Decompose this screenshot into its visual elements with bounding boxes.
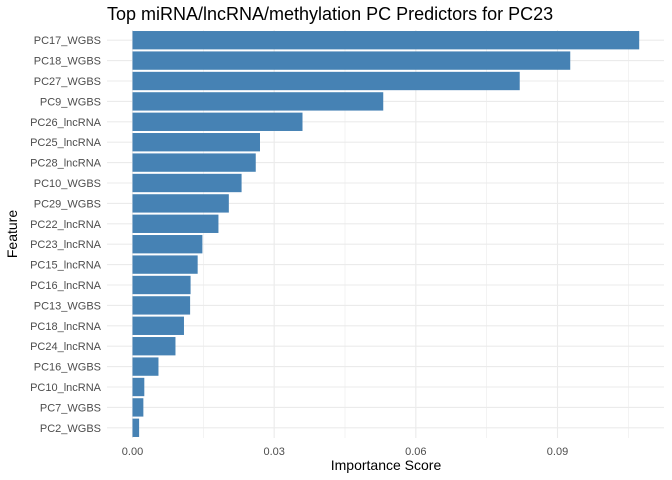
- y-tick-label: PC18_WGBS: [34, 56, 101, 68]
- y-tick-label: PC17_WGBS: [34, 35, 101, 47]
- y-tick-label: PC9_WGBS: [40, 96, 101, 108]
- y-tick-label: PC18_lncRNA: [30, 321, 102, 333]
- y-tick-label: PC15_lncRNA: [30, 260, 102, 272]
- y-tick-label: PC24_lncRNA: [30, 341, 102, 353]
- y-tick-label: PC25_lncRNA: [30, 137, 102, 149]
- bar: [132, 316, 184, 335]
- bar: [132, 51, 571, 70]
- x-tick-label: 0.00: [122, 446, 143, 458]
- bar: [132, 398, 144, 417]
- y-tick-label: PC10_lncRNA: [30, 382, 102, 394]
- y-tick-label: PC22_lncRNA: [30, 219, 102, 231]
- chart-title: Top miRNA/lncRNA/methylation PC Predicto…: [107, 4, 553, 24]
- y-tick-label: PC23_lncRNA: [30, 239, 102, 251]
- x-tick-label: 0.06: [405, 446, 426, 458]
- y-tick-label: PC16_WGBS: [34, 362, 101, 374]
- y-tick-label: PC29_WGBS: [34, 198, 101, 210]
- x-axis-title: Importance Score: [331, 457, 442, 473]
- y-axis-title: Feature: [4, 210, 20, 258]
- y-tick-label: PC27_WGBS: [34, 76, 101, 88]
- bar: [132, 337, 176, 356]
- bar: [132, 133, 260, 152]
- bar: [132, 275, 191, 295]
- y-tick-label: PC10_WGBS: [34, 178, 101, 190]
- bar: [132, 194, 229, 213]
- bar: [132, 357, 159, 376]
- bar: [132, 92, 384, 111]
- bar: [132, 235, 203, 254]
- bar: [132, 153, 256, 172]
- y-tick-label: PC26_lncRNA: [30, 117, 102, 129]
- bar: [132, 71, 520, 91]
- bar: [132, 214, 219, 233]
- bar: [132, 418, 140, 437]
- bar: [132, 296, 191, 315]
- y-tick-label: PC7_WGBS: [40, 402, 101, 414]
- bar: [132, 377, 145, 397]
- x-tick-label: 0.09: [547, 446, 568, 458]
- bar: [132, 112, 303, 131]
- bar: [132, 173, 242, 193]
- y-tick-label: PC13_WGBS: [34, 300, 101, 312]
- x-tick-label: 0.03: [263, 446, 284, 458]
- y-tick-label: PC16_lncRNA: [30, 280, 102, 292]
- y-tick-label: PC28_lncRNA: [30, 158, 102, 170]
- plot-area: PC17_WGBS PC18_WGBS PC27_WGBS PC9_WGBS PC26_…: [30, 30, 664, 458]
- y-tick-label: PC2_WGBS: [40, 423, 101, 435]
- bar: [132, 255, 198, 274]
- bar: [132, 31, 640, 50]
